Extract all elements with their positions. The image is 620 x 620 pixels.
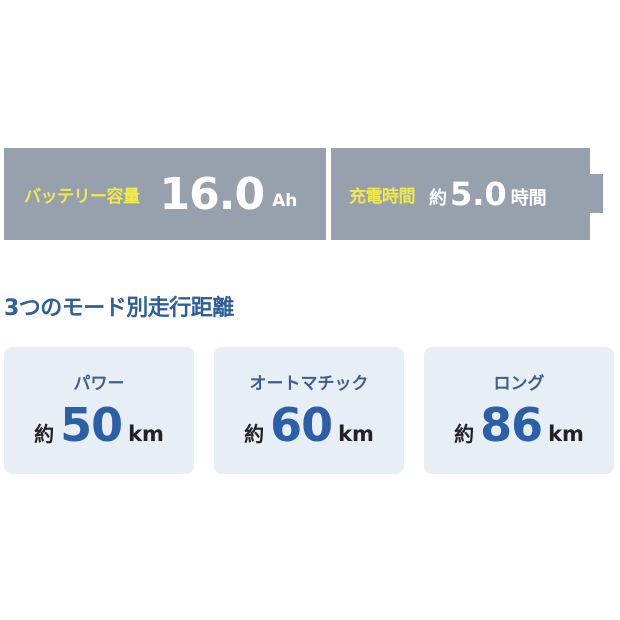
capacity-value: 16.0 xyxy=(159,168,266,220)
range-value: 50 xyxy=(60,398,123,452)
mode-card-long: ロング 約 86 km xyxy=(424,347,614,474)
charge-prefix: 約 xyxy=(429,188,447,209)
approx-label: 約 xyxy=(244,422,265,446)
mode-card-power: パワー 約 50 km xyxy=(4,347,194,474)
range-value: 60 xyxy=(270,398,333,452)
charge-label: 充電時間 xyxy=(349,186,416,207)
capacity-unit: Ah xyxy=(272,191,298,211)
section-title: 3つのモード別走行距離 xyxy=(4,296,234,321)
range-unit: km xyxy=(548,422,584,446)
battery-capacity-panel: バッテリー容量 16.0 Ah xyxy=(4,148,326,240)
charge-value: 5.0 xyxy=(450,175,507,213)
battery-terminal xyxy=(590,174,603,213)
mode-card-automatic: オートマチック 約 60 km xyxy=(214,347,404,474)
capacity-label: バッテリー容量 xyxy=(24,186,140,207)
mode-name: ロング xyxy=(493,374,545,394)
mode-name: オートマチック xyxy=(249,374,369,394)
charge-time-panel: 充電時間 約 5.0 時間 xyxy=(331,148,590,240)
approx-label: 約 xyxy=(34,422,55,446)
range-unit: km xyxy=(338,422,374,446)
approx-label: 約 xyxy=(454,422,475,446)
range-value: 86 xyxy=(480,398,543,452)
mode-name: パワー xyxy=(73,374,125,394)
range-unit: km xyxy=(128,422,164,446)
charge-unit: 時間 xyxy=(510,188,547,209)
